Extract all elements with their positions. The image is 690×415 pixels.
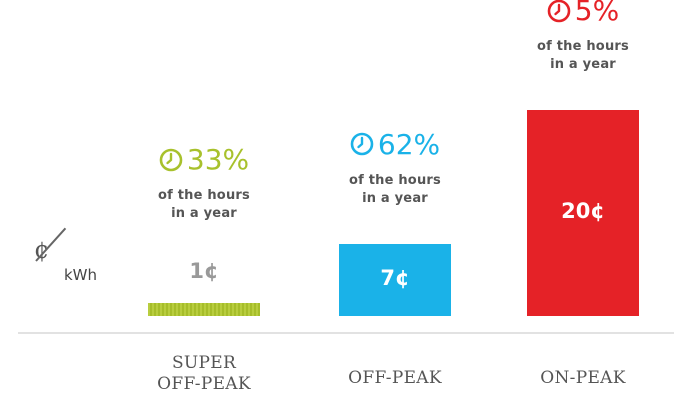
share-percentage: 5%	[498, 0, 668, 27]
clock-icon	[547, 0, 571, 22]
category-line: OFF-PEAK	[348, 368, 442, 388]
category-label: ON-PEAK	[503, 368, 663, 389]
unit-label: ¢ kWh	[34, 227, 114, 292]
bar-off-peak	[339, 243, 451, 316]
hours-line: of the hours	[349, 172, 441, 188]
category-line: SUPER	[171, 353, 237, 373]
hours-line: in a year	[550, 57, 616, 72]
value-label: 7¢	[380, 265, 410, 290]
hours-line: of the hours	[537, 39, 629, 54]
bar-on-peak	[527, 110, 639, 316]
kwh-label: kWh	[64, 266, 98, 284]
hours-line: of the hours	[158, 188, 250, 203]
share-percentage: 33%	[119, 143, 289, 176]
hours-description: of the hours in a year	[124, 187, 284, 223]
clock-icon	[350, 133, 374, 156]
category-line: OFF-PEAK	[157, 374, 251, 394]
clock-icon	[159, 148, 183, 171]
value-label: 1¢	[189, 259, 219, 283]
hours-description: of the hours in a year	[315, 172, 475, 208]
value-label: 20¢	[561, 199, 605, 223]
share-value: 5%	[574, 0, 620, 27]
hours-description: of the hours in a year	[503, 38, 663, 74]
category-label: SUPER OFF-PEAK	[124, 353, 284, 395]
bar-super-off-peak	[148, 303, 260, 316]
share-value: 62%	[377, 127, 441, 161]
category-line: ON-PEAK	[540, 368, 626, 388]
category-label: OFF-PEAK	[315, 368, 475, 389]
share-value: 33%	[186, 143, 250, 176]
chart-baseline	[18, 332, 674, 334]
share-percentage: 62%	[310, 128, 480, 161]
hours-line: in a year	[362, 190, 428, 206]
hours-line: in a year	[171, 206, 237, 221]
